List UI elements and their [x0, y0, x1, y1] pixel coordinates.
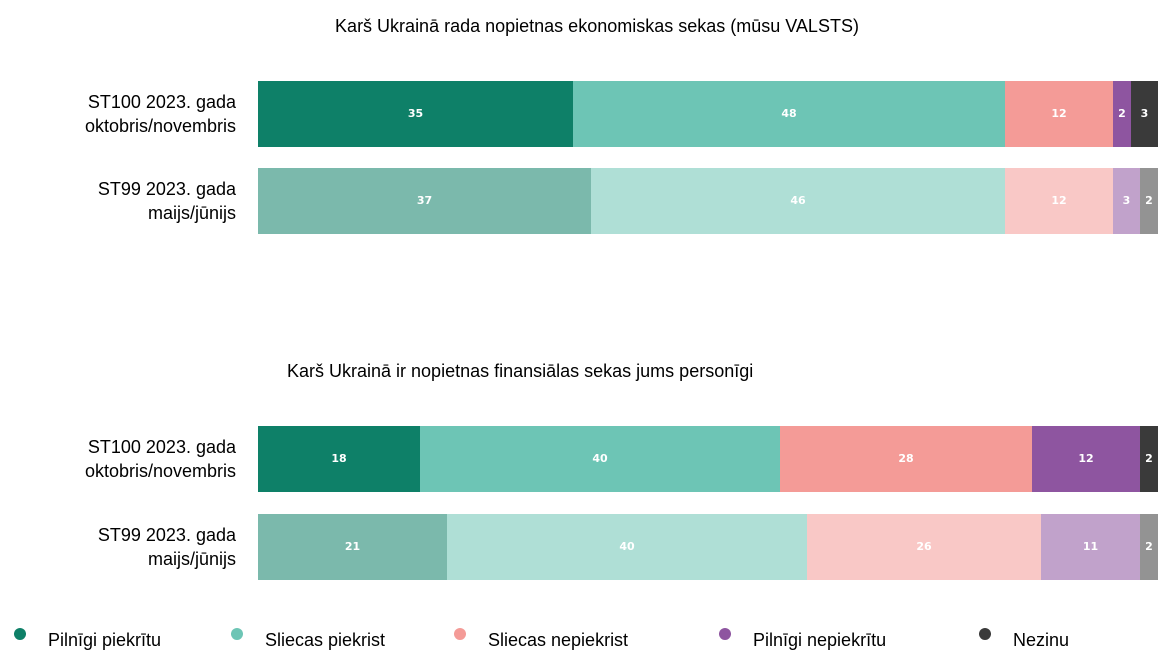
- bar-segment: [420, 426, 780, 492]
- legend-marker: [719, 628, 731, 640]
- y-tick-label: oktobris/novembris: [85, 116, 236, 136]
- legend-marker: [14, 628, 26, 640]
- data-label: 2: [1145, 540, 1153, 553]
- legend-label: Sliecas piekrist: [265, 630, 385, 650]
- legend-marker: [231, 628, 243, 640]
- data-label: 11: [1083, 540, 1098, 553]
- data-label: 12: [1051, 194, 1066, 207]
- data-label: 40: [619, 540, 635, 553]
- legend-marker: [454, 628, 466, 640]
- y-tick-label: oktobris/novembris: [85, 461, 236, 481]
- bar-segment: [1005, 168, 1113, 234]
- bar-segment: [1140, 426, 1158, 492]
- y-tick-label: ST99 2023. gada: [98, 179, 237, 199]
- bar-segment: [1041, 514, 1140, 580]
- bar-segment: [1113, 168, 1140, 234]
- data-label: 26: [916, 540, 932, 553]
- y-tick-label: ST99 2023. gada: [98, 525, 237, 545]
- data-label: 40: [592, 452, 608, 465]
- data-label: 28: [898, 452, 913, 465]
- bar-segment: [1032, 426, 1140, 492]
- legend-label: Pilnīgi piekrītu: [48, 630, 161, 650]
- bar-segment: [258, 81, 573, 147]
- bar-segment: [258, 426, 420, 492]
- bar-segment: [1131, 81, 1158, 147]
- data-label: 3: [1141, 107, 1149, 120]
- chart-title: Karš Ukrainā ir nopietnas finansiālas se…: [287, 361, 753, 381]
- bar-segment: [591, 168, 1005, 234]
- bar-segment: [1140, 514, 1158, 580]
- data-label: 3: [1123, 194, 1131, 207]
- bar-segment: [1140, 168, 1158, 234]
- data-label: 2: [1118, 107, 1126, 120]
- legend-label: Pilnīgi nepiekrītu: [753, 630, 886, 650]
- bar-segment: [780, 426, 1032, 492]
- data-label: 21: [345, 540, 360, 553]
- bar-segment: [1005, 81, 1113, 147]
- y-tick-label: ST100 2023. gada: [88, 437, 237, 457]
- data-label: 12: [1078, 452, 1093, 465]
- bar-segment: [447, 514, 807, 580]
- data-label: 35: [408, 107, 423, 120]
- bar-segment: [807, 514, 1041, 580]
- bar-segment: [258, 168, 591, 234]
- data-label: 48: [781, 107, 796, 120]
- bar-segment: [573, 81, 1005, 147]
- data-label: 2: [1145, 194, 1153, 207]
- data-label: 37: [417, 194, 432, 207]
- data-label: 18: [331, 452, 346, 465]
- y-tick-label: maijs/jūnijs: [148, 203, 236, 223]
- data-label: 46: [790, 194, 806, 207]
- legend-marker: [979, 628, 991, 640]
- legend-label: Nezinu: [1013, 630, 1069, 650]
- y-tick-label: ST100 2023. gada: [88, 92, 237, 112]
- chart-title: Karš Ukrainā rada nopietnas ekonomiskas …: [335, 16, 859, 36]
- bar-segment: [258, 514, 447, 580]
- y-tick-label: maijs/jūnijs: [148, 549, 236, 569]
- bar-segment: [1113, 81, 1131, 147]
- data-label: 12: [1051, 107, 1066, 120]
- legend-label: Sliecas nepiekrist: [488, 630, 628, 650]
- data-label: 2: [1145, 452, 1153, 465]
